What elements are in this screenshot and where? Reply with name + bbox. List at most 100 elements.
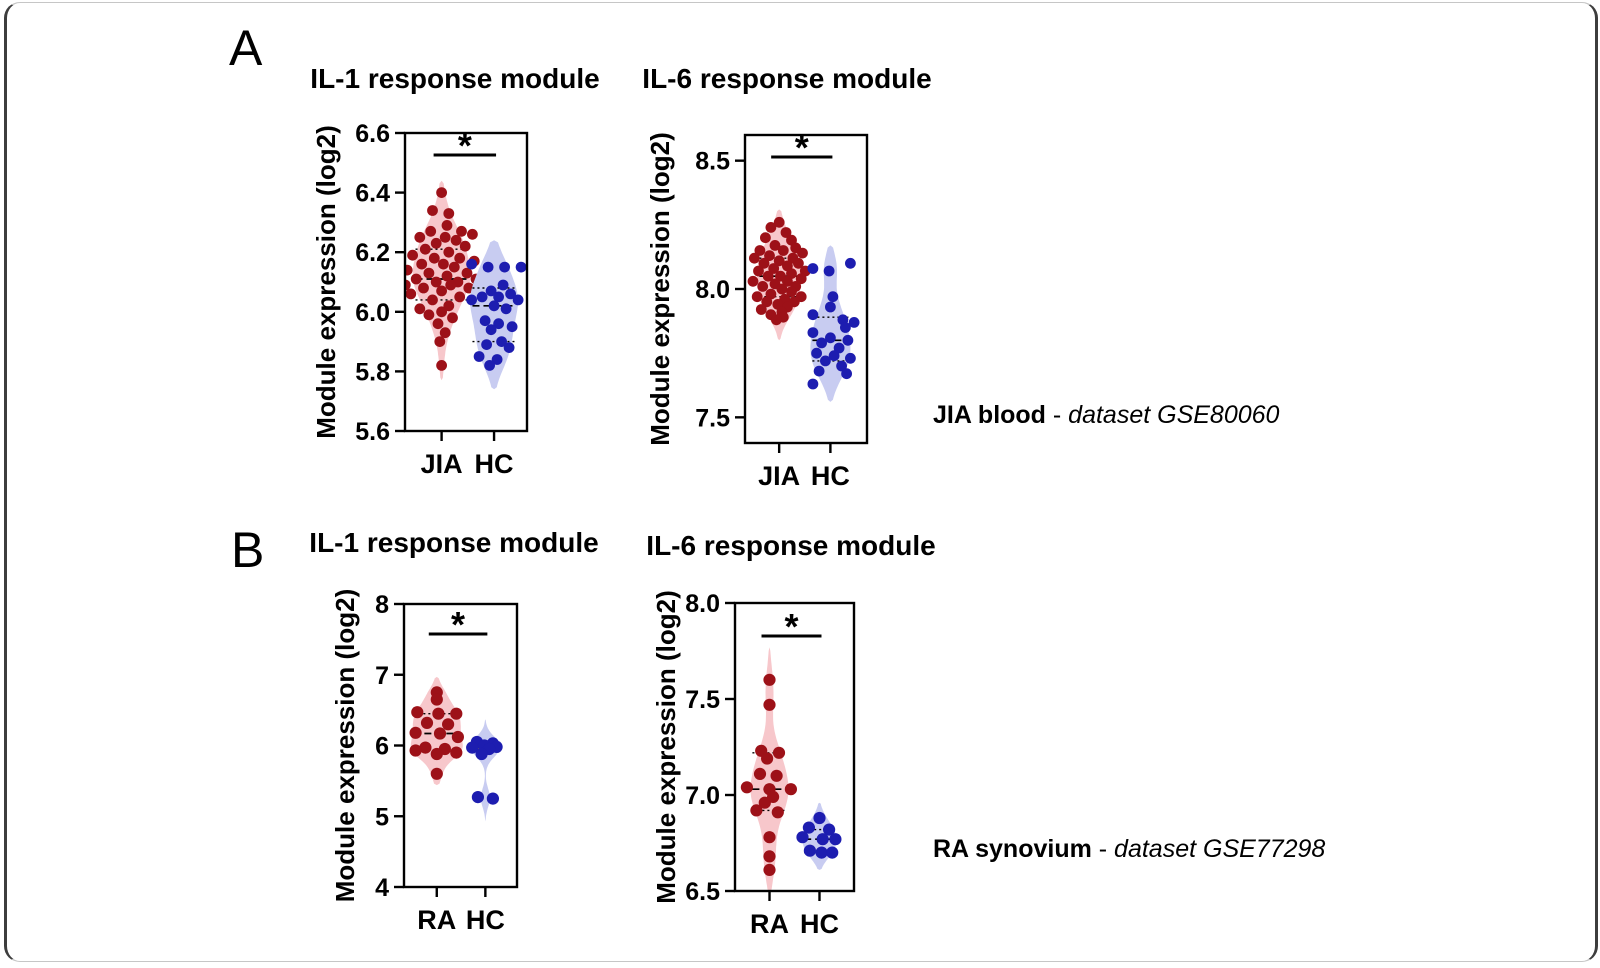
violin-plot-b-il6: RA HC 8.0 7.5 7.0 6.5 Module expression (log2)…	[633, 585, 878, 961]
data-point	[434, 336, 446, 347]
data-point	[485, 324, 497, 336]
data-point	[423, 309, 435, 321]
caption-a-separator: -	[1045, 401, 1069, 429]
data-point	[471, 791, 484, 804]
y-tick-label: 6.0	[355, 299, 390, 327]
category-label: HC	[811, 461, 850, 491]
data-point	[454, 291, 466, 303]
data-point	[405, 264, 413, 276]
data-point	[826, 846, 839, 859]
violin-shape-ra	[750, 647, 789, 891]
data-point	[427, 294, 438, 306]
figure-card: A B IL-1 response module IL-6 response m…	[4, 2, 1598, 962]
data-point	[816, 833, 829, 846]
data-point	[430, 237, 442, 249]
significance-star: *	[451, 604, 465, 645]
data-point	[768, 263, 780, 274]
data-point	[828, 350, 840, 362]
data-point	[757, 281, 769, 292]
y-tick-label: 7.5	[685, 686, 720, 714]
data-point	[753, 767, 767, 780]
data-point	[416, 258, 428, 270]
caption-a-tissue: JIA blood	[933, 401, 1046, 429]
y-tick-label: 6.2	[355, 239, 390, 267]
data-point	[827, 291, 839, 303]
data-point	[454, 252, 466, 264]
data-point	[823, 265, 835, 277]
data-point	[486, 792, 499, 805]
data-point	[784, 783, 797, 796]
data-point	[762, 270, 774, 282]
data-point	[758, 796, 771, 809]
data-point	[484, 360, 495, 371]
category-label: JIA	[758, 461, 800, 491]
y-tick-label: 8.5	[695, 148, 730, 176]
data-point	[761, 752, 774, 765]
significance-star: *	[795, 127, 809, 168]
data-point	[448, 261, 460, 273]
axis-box	[403, 131, 529, 433]
category-label: HC	[800, 909, 839, 939]
data-point	[758, 257, 770, 269]
data-point	[829, 833, 842, 846]
data-point	[763, 863, 776, 876]
data-point	[443, 208, 455, 219]
data-point	[459, 240, 471, 252]
data-point	[807, 378, 819, 390]
data-point	[796, 831, 809, 844]
y-tick-label: 8	[375, 591, 389, 619]
data-point	[751, 291, 763, 303]
data-point	[409, 726, 422, 739]
data-point	[405, 288, 417, 300]
data-point	[485, 285, 497, 297]
axis-box	[733, 601, 856, 893]
data-point	[807, 327, 819, 338]
data-point	[506, 321, 518, 333]
data-point	[405, 279, 411, 291]
significance-star: *	[784, 606, 798, 647]
data-point	[761, 296, 773, 308]
data-point	[443, 300, 455, 312]
category-label: HC	[475, 449, 514, 479]
data-point	[813, 365, 825, 377]
data-point	[420, 716, 434, 729]
data-point	[497, 279, 509, 291]
data-point	[848, 317, 860, 328]
data-point	[419, 741, 432, 754]
data-point	[842, 334, 854, 346]
data-point	[411, 706, 424, 719]
data-point	[803, 844, 816, 857]
plot-title-b-il1: IL-1 response module	[309, 527, 599, 558]
data-point	[436, 285, 447, 297]
plot-title-a-il1: IL-1 response module	[310, 63, 600, 94]
data-point	[432, 318, 444, 330]
data-point	[450, 234, 462, 246]
data-point	[450, 746, 463, 759]
y-tick-label: 6.4	[355, 180, 390, 208]
data-point	[481, 339, 492, 350]
data-point	[763, 698, 776, 711]
data-point	[499, 261, 510, 273]
data-point	[763, 850, 776, 863]
data-point	[515, 261, 527, 273]
dataset-caption-a: JIA blood - dataset GSE80060	[933, 401, 1279, 430]
data-point	[425, 225, 437, 237]
data-point	[833, 342, 845, 354]
data-point	[414, 231, 426, 243]
data-point	[763, 673, 776, 686]
data-point	[427, 205, 438, 216]
y-tick-label: 7.5	[695, 404, 730, 432]
data-point	[754, 245, 766, 256]
data-point	[479, 315, 491, 327]
data-point	[430, 747, 443, 761]
violin-plot-b-il1: RA HC 8 7 6 5 4 Module expression (log2) *	[298, 585, 543, 961]
data-point	[807, 263, 819, 274]
data-point	[409, 744, 422, 757]
data-point	[764, 250, 775, 261]
data-point	[473, 351, 485, 362]
data-point	[823, 823, 836, 836]
data-point	[820, 355, 831, 367]
data-point	[447, 312, 458, 324]
data-point	[773, 255, 785, 267]
caption-b-separator: -	[1091, 835, 1115, 863]
